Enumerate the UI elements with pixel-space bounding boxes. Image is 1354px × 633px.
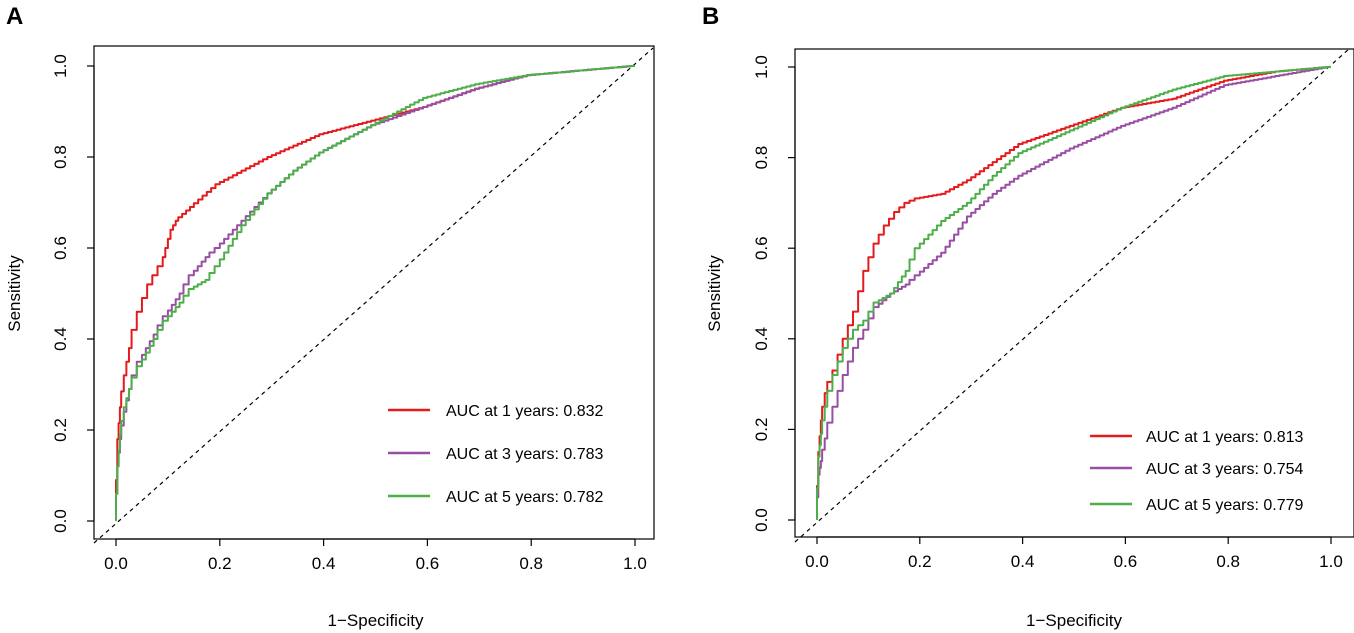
x-tick-label: 0.6 (416, 554, 440, 573)
x-tick-label: 0.4 (1011, 552, 1035, 571)
roc-series-3 (816, 66, 1331, 520)
legend-label: AUC at 1 years: 0.832 (446, 403, 604, 420)
roc-panel-a: A 0.0 0.2 0.4 0.6 0.8 1.0 0.0 0.2 0.4 0.6 0.8 1.0 … (5, 3, 655, 630)
y-tick-label: 0.0 (752, 508, 771, 532)
legend: AUC at 1 years: 0.813 AUC at 3 years: 0.7… (1090, 429, 1304, 514)
series-group (115, 65, 635, 521)
series-group (816, 66, 1331, 520)
roc-series-3 (115, 65, 635, 521)
x-tick-label: 0.0 (805, 552, 829, 571)
x-axis: 0.0 0.2 0.4 0.6 0.8 1.0 (805, 536, 1343, 571)
roc-chart-b: B 0.0 0.2 0.4 0.6 0.8 1.0 0.00.20.40.60.81.0 … (702, 3, 1354, 630)
legend-label: AUC at 5 years: 0.779 (1146, 497, 1304, 514)
y-tick-label: 0.6 (752, 236, 771, 260)
x-tick-label: 0.4 (312, 554, 336, 573)
legend-label: AUC at 3 years: 0.754 (1146, 461, 1304, 478)
x-tick-label: 0.6 (1114, 552, 1138, 571)
x-tick-label: 0.0 (104, 554, 128, 573)
reference-diagonal (93, 47, 654, 544)
x-tick-label: 0.8 (519, 554, 543, 573)
y-tick-label: 0.4 (752, 327, 771, 351)
y-axis-label: Sensitivity (705, 255, 724, 332)
x-tick-label: 1.0 (623, 554, 647, 573)
y-tick-label: 0.2 (51, 418, 70, 442)
x-tick-label: 0.2 (908, 552, 932, 571)
y-axis: 0.0 0.2 0.4 0.6 0.8 1.0 (752, 55, 796, 532)
legend-label: AUC at 5 years: 0.782 (446, 489, 604, 506)
x-axis-label: 1−Specificity (328, 611, 424, 630)
y-tick-label: 0.2 (752, 418, 771, 442)
y-tick-label: 0.4 (51, 327, 70, 351)
x-tick-label: 0.8 (1216, 552, 1240, 571)
legend-label: AUC at 3 years: 0.783 (446, 446, 604, 463)
y-tick-label: 0.8 (51, 145, 70, 169)
y-tick-label: 1.0 (51, 54, 70, 78)
x-tick-label: 0.2 (208, 554, 232, 573)
roc-panel-b: B 0.0 0.2 0.4 0.6 0.8 1.0 0.0 0.2 0.4 0.6 0.8 1.0 … (700, 0, 1354, 633)
roc-series-1 (816, 66, 1331, 520)
y-tick-label: 0.6 (51, 236, 70, 260)
y-tick-label: 0.8 (752, 146, 771, 170)
y-tick-label: 1.0 (752, 55, 771, 79)
panel-letter-b: B (702, 3, 719, 30)
x-tick-label: 1.0 (1319, 552, 1343, 571)
y-tick-label: 0.0 (51, 509, 70, 533)
legend-label: AUC at 1 years: 0.813 (1146, 429, 1304, 446)
x-axis-label: 1−Specificity (1026, 611, 1122, 630)
x-axis: 0.0 0.2 0.4 0.6 0.8 1.0 (104, 538, 647, 573)
legend: AUC at 1 years: 0.832 AUC at 3 years: 0.7… (388, 403, 604, 506)
reference-diagonal (794, 48, 1350, 543)
panel-letter-a: A (6, 3, 23, 30)
roc-chart-a: A 0.0 0.2 0.4 0.6 0.8 1.0 0.00.20.40.60.81.0 … (5, 3, 655, 630)
y-axis-label: Sensitivity (5, 255, 24, 332)
y-axis: 0.0 0.2 0.4 0.6 0.8 1.0 (51, 54, 95, 533)
